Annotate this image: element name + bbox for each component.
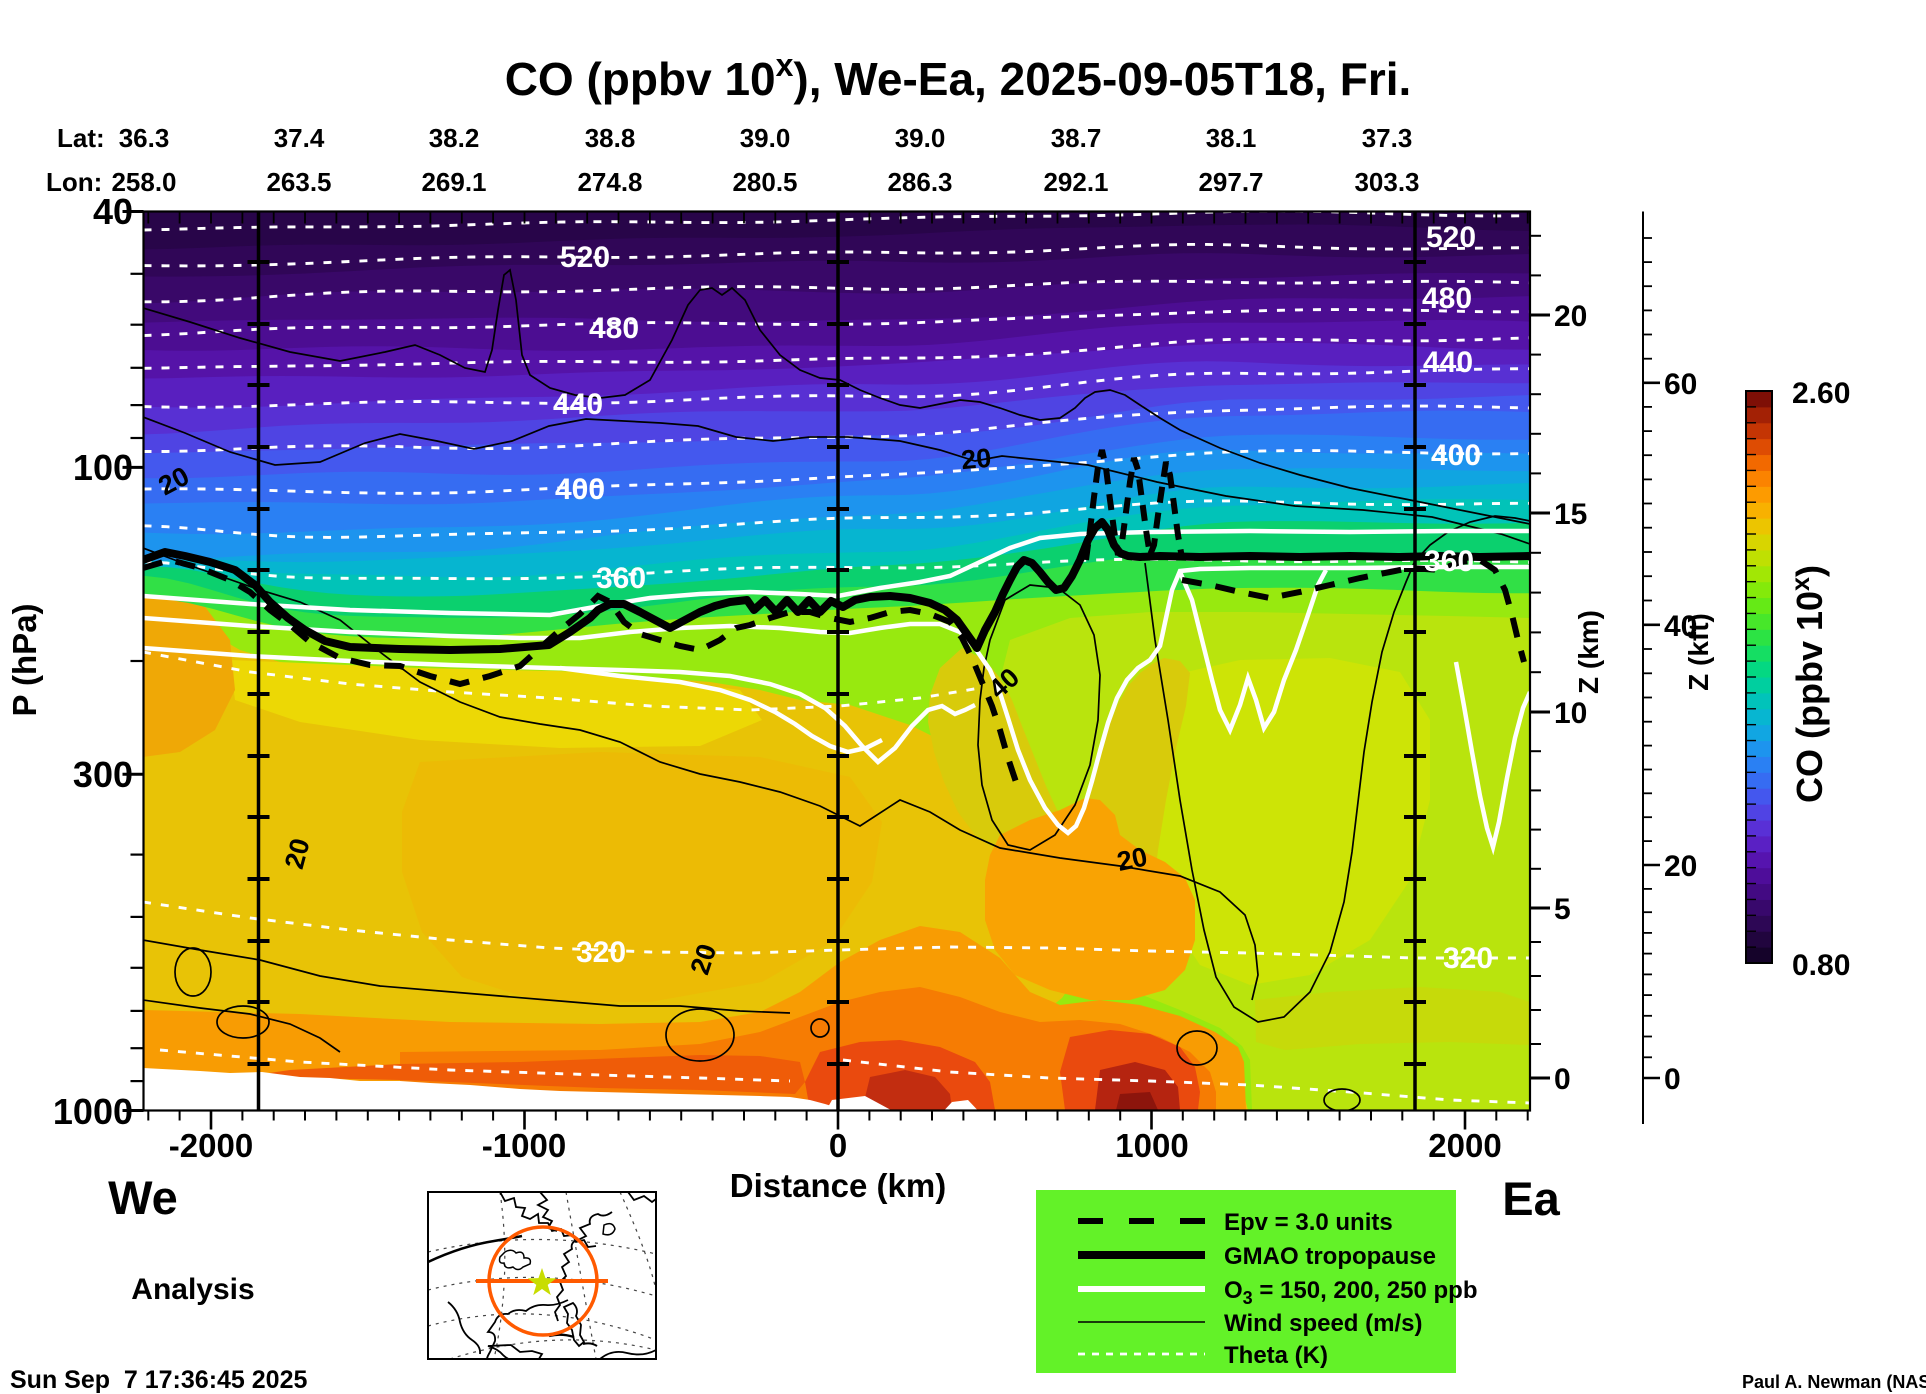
svg-text:37.4: 37.4 (274, 123, 325, 153)
svg-text:37.3: 37.3 (1362, 123, 1413, 153)
svg-text:38.7: 38.7 (1051, 123, 1102, 153)
svg-text:303.3: 303.3 (1354, 167, 1419, 197)
svg-text:38.8: 38.8 (585, 123, 636, 153)
svg-text:286.3: 286.3 (887, 167, 952, 197)
svg-text:Epv = 3.0 units: Epv = 3.0 units (1224, 1209, 1393, 1236)
svg-text:258.0: 258.0 (111, 167, 176, 197)
svg-text:360: 360 (1424, 545, 1474, 578)
svg-text:Ea: Ea (1502, 1172, 1560, 1225)
svg-text:39.0: 39.0 (895, 123, 946, 153)
svg-text:39.0: 39.0 (740, 123, 791, 153)
svg-text:20: 20 (960, 443, 993, 476)
svg-text:1000: 1000 (1115, 1127, 1188, 1164)
svg-text:38.1: 38.1 (1206, 123, 1257, 153)
svg-text:Distance (km): Distance (km) (730, 1167, 946, 1204)
svg-text:Lon:: Lon: (46, 167, 102, 197)
svg-text:440: 440 (1423, 346, 1473, 379)
svg-text:We: We (108, 1171, 178, 1224)
svg-text:320: 320 (576, 936, 626, 969)
svg-text:400: 400 (1431, 439, 1481, 472)
svg-text:0: 0 (829, 1127, 847, 1164)
svg-text:P (hPa): P (hPa) (6, 603, 43, 716)
svg-text:440: 440 (553, 388, 603, 421)
svg-text:520: 520 (560, 241, 610, 274)
svg-text:40: 40 (1664, 610, 1697, 643)
svg-text:480: 480 (589, 312, 639, 345)
svg-text:292.1: 292.1 (1043, 167, 1108, 197)
svg-text:263.5: 263.5 (266, 167, 331, 197)
svg-text:60: 60 (1664, 368, 1697, 401)
svg-text:20: 20 (1554, 300, 1587, 333)
svg-text:269.1: 269.1 (421, 167, 486, 197)
svg-text:36.3: 36.3 (119, 123, 170, 153)
svg-text:1000: 1000 (53, 1091, 133, 1132)
svg-text:520: 520 (1426, 221, 1476, 254)
svg-text:20: 20 (1114, 841, 1150, 877)
svg-text:480: 480 (1422, 282, 1472, 315)
svg-text:0: 0 (1664, 1063, 1681, 1096)
svg-text:5: 5 (1554, 893, 1571, 926)
svg-text:274.8: 274.8 (577, 167, 642, 197)
svg-text:0.80: 0.80 (1792, 949, 1850, 982)
svg-text:Wind speed (m/s): Wind speed (m/s) (1224, 1310, 1422, 1337)
svg-text:400: 400 (555, 473, 605, 506)
svg-text:15: 15 (1554, 498, 1587, 531)
svg-text:-1000: -1000 (482, 1127, 566, 1164)
svg-text:10: 10 (1554, 697, 1587, 730)
svg-text:O3 = 150, 200, 250 ppb: O3 = 150, 200, 250 ppb (1224, 1277, 1478, 1308)
svg-text:Lat:: Lat: (57, 123, 105, 153)
svg-text:280.5: 280.5 (732, 167, 797, 197)
svg-text:Paul A. Newman (NASA: Paul A. Newman (NASA (1742, 1372, 1926, 1392)
svg-text:40: 40 (93, 191, 133, 232)
svg-text:Z (km): Z (km) (1573, 610, 1604, 694)
svg-text:320: 320 (1443, 942, 1493, 975)
svg-text:300: 300 (73, 754, 133, 795)
svg-text:Theta (K): Theta (K) (1224, 1342, 1328, 1369)
svg-text:38.2: 38.2 (429, 123, 480, 153)
svg-text:2000: 2000 (1428, 1127, 1501, 1164)
svg-text:CO (ppbv 10x): CO (ppbv 10x) (1787, 565, 1830, 803)
svg-text:-2000: -2000 (169, 1127, 253, 1164)
svg-text:Analysis: Analysis (131, 1273, 254, 1306)
svg-text:20: 20 (1664, 850, 1697, 883)
svg-text:100: 100 (73, 447, 133, 488)
svg-text:360: 360 (596, 562, 646, 595)
svg-text:CO (ppbv 10x), We-Ea, 2025-09-: CO (ppbv 10x), We-Ea, 2025-09-05T18, Fri… (505, 47, 1412, 105)
svg-text:Z (kft): Z (kft) (1683, 613, 1714, 691)
svg-text:2.60: 2.60 (1792, 377, 1850, 410)
svg-text:GMAO tropopause: GMAO tropopause (1224, 1243, 1436, 1270)
svg-text:297.7: 297.7 (1198, 167, 1263, 197)
svg-text:0: 0 (1554, 1063, 1571, 1096)
svg-text:Sun Sep 7 17:36:45 2025: Sun Sep 7 17:36:45 2025 (10, 1366, 307, 1394)
